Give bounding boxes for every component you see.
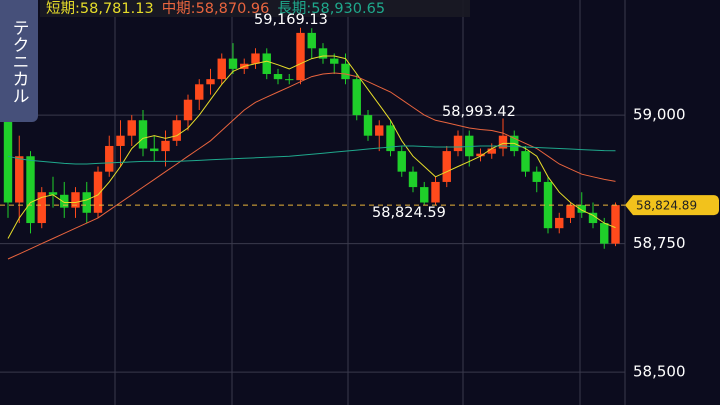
y-tick-label: 58,750 [633,234,686,252]
annotation: 59,169.13 [254,12,328,28]
candle-body [105,145,114,172]
candle-body [195,84,204,100]
candle-body [611,205,620,244]
candle-body [577,205,586,213]
candle-body [453,135,463,152]
candle-body [543,181,553,229]
annotation: 58,993.42 [442,104,516,120]
side-tab[interactable]: テクニカル [0,0,38,122]
legend-value: 58,781.13 [80,1,154,17]
y-tick-label: 58,500 [633,363,686,381]
ma-line [7,145,616,165]
price-tag-label: 58,824.89 [636,199,697,213]
candle-body [228,58,238,69]
candle-body [386,125,395,152]
candle-body [251,53,260,64]
candle-body [262,53,271,75]
candle-body [93,171,103,213]
candle-body [3,120,13,203]
price-tag [625,195,719,216]
candle-body [588,212,598,224]
candle-body [532,171,541,182]
legend-value: 58,870.96 [196,1,270,17]
candle-body [183,99,193,121]
candle-body [318,48,328,59]
legend-value: 58,930.65 [311,1,385,17]
candle-body [71,192,80,208]
legend: 短期:58,781.13 中期:58,870.96 長期:58,930.65 [46,0,385,17]
candle-body [150,148,159,152]
candle-body [15,156,24,203]
candle-body [82,192,91,213]
candle-body [555,217,564,229]
candle-body [273,74,283,80]
legend-bg [40,0,470,17]
candle-body [397,151,406,172]
candle-body [161,140,170,152]
candle-body [217,58,226,80]
candle-body [285,79,294,81]
legend-name: 短期: [46,0,80,17]
candle-body [375,125,384,136]
candle-body [476,153,485,157]
candle-body [600,223,609,244]
candle-body [521,151,530,172]
candle-body [26,156,35,224]
candle-body [116,135,125,146]
legend-name: 長期: [277,0,311,17]
candle-body [341,63,350,80]
candle-body [566,205,575,218]
candle-body [487,148,496,154]
candle-body [363,115,373,136]
ma-line [7,72,616,260]
candle-body [420,187,429,203]
annotation: 58,824.59 [372,205,446,221]
legend-name: 中期: [162,0,196,17]
candle-body [60,194,69,208]
candle-body [206,79,215,85]
candle-body [330,58,339,64]
candle-body [408,171,418,188]
candle-body [498,135,508,149]
candle-body [48,192,58,195]
candle-body [465,135,474,157]
plot: 59,000 58,750 58,500 [0,27,686,381]
candle-body [37,192,46,224]
candle-body [296,32,305,81]
y-tick-label: 59,000 [633,106,686,124]
candle-body [172,120,181,141]
candle-body [307,32,316,49]
candle-body [127,120,136,136]
candle-body [352,79,361,116]
candle-body [442,151,451,182]
ma-line [7,55,616,239]
candle-body [431,181,440,203]
candle-body [138,120,148,149]
